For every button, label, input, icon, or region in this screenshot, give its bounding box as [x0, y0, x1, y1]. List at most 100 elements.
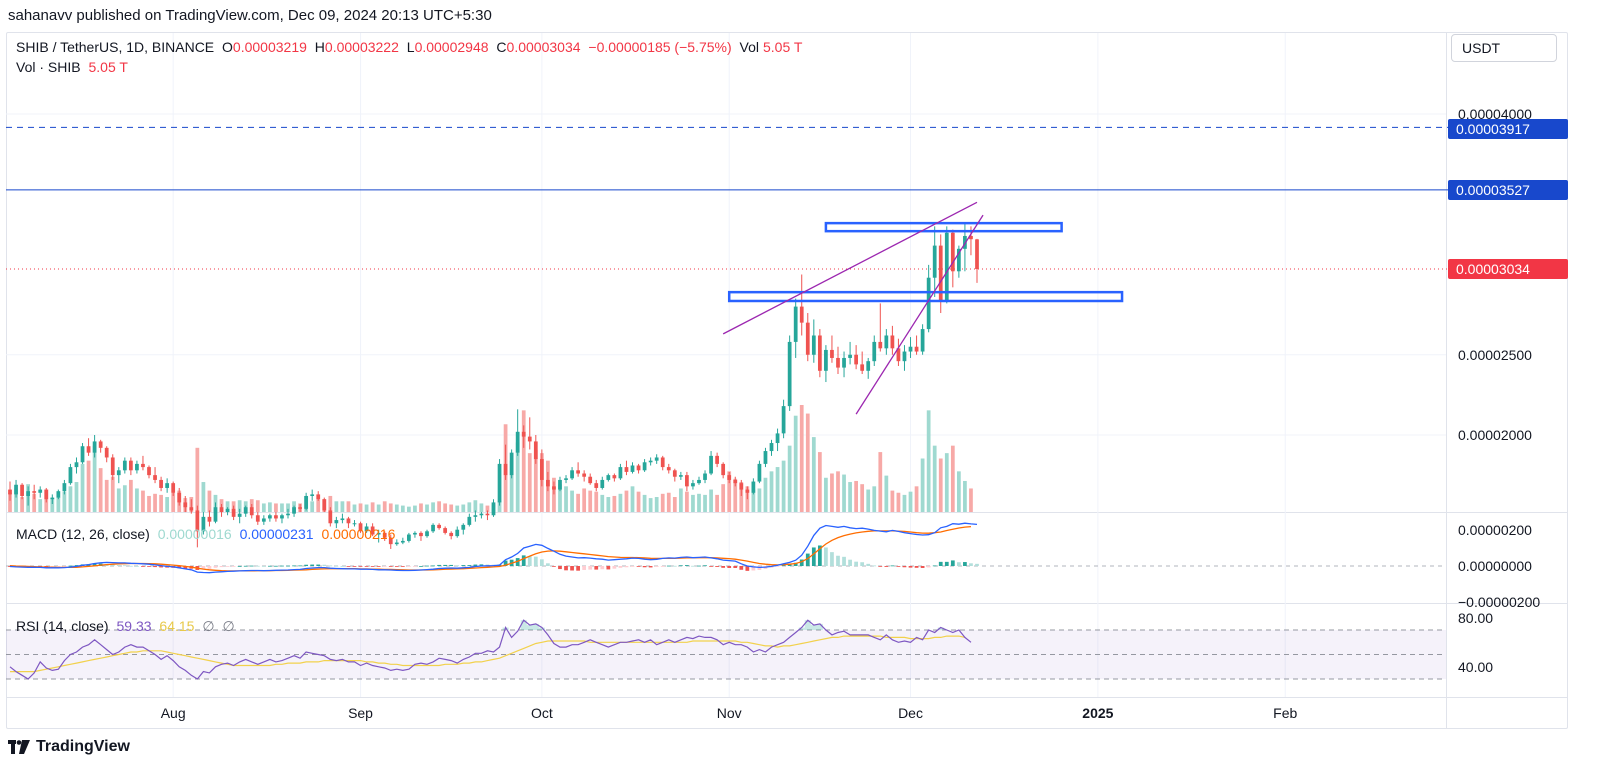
- candle-body: [860, 364, 865, 371]
- volume-bar: [286, 503, 290, 512]
- volume-bar: [225, 501, 230, 512]
- volume-bar: [902, 494, 907, 512]
- macd-histogram-bar: [207, 566, 212, 569]
- macd-histogram-bar: [153, 566, 157, 568]
- candle-body: [449, 532, 454, 537]
- volume-bar: [636, 491, 641, 512]
- macd-histogram-bar: [721, 566, 726, 568]
- candle-body: [515, 431, 520, 453]
- volume-bar: [932, 445, 937, 512]
- macd-histogram-bar: [394, 566, 399, 567]
- macd-signal-value: 0.00000216: [321, 526, 396, 542]
- volume-bar: [727, 471, 732, 512]
- volume-bar: [691, 494, 695, 512]
- macd-histogram-bar: [672, 565, 677, 567]
- macd-histogram-bar: [213, 566, 218, 568]
- candle-body: [582, 473, 587, 477]
- volume-bar: [920, 458, 925, 512]
- macd-histogram-bar: [237, 566, 242, 567]
- volume-bar: [382, 501, 387, 512]
- volume-bar: [407, 506, 411, 512]
- chart-frame[interactable]: [6, 32, 1568, 729]
- volume-bar: [32, 493, 37, 512]
- volume-bar: [20, 497, 24, 512]
- volume-bar: [413, 505, 417, 512]
- macd-histogram-bar: [370, 566, 375, 567]
- macd-histogram-bar: [854, 561, 858, 566]
- candle-body: [606, 475, 611, 480]
- candle-body: [274, 515, 278, 519]
- candle-body: [715, 455, 719, 464]
- volume-bar: [533, 449, 538, 512]
- candle-body: [564, 478, 568, 480]
- macd-histogram-bar: [781, 565, 786, 566]
- candle-body: [44, 489, 49, 500]
- volume-bar: [672, 497, 677, 512]
- tradingview-logo-icon: [8, 740, 30, 754]
- candle-body: [817, 335, 822, 371]
- candle-body: [878, 341, 883, 349]
- currency-unit-selector[interactable]: USDT: [1451, 34, 1557, 62]
- macd-histogram-bar: [110, 564, 115, 566]
- candle-body: [600, 479, 605, 488]
- candle-body: [660, 457, 665, 468]
- candle-body: [334, 520, 339, 524]
- candle-body: [769, 443, 774, 452]
- candle-body: [685, 475, 689, 487]
- macd-histogram-bar: [799, 559, 804, 566]
- macd-histogram-bar: [201, 566, 206, 570]
- candle-body: [757, 463, 762, 482]
- volume-legend-label[interactable]: Vol · SHIB: [16, 59, 81, 75]
- volume-bar: [606, 497, 611, 512]
- candle-body: [721, 463, 726, 476]
- macd-histogram-bar: [715, 566, 719, 567]
- volume-bar: [685, 491, 689, 512]
- volume-bar: [654, 497, 659, 512]
- tradingview-brand[interactable]: TradingView: [8, 738, 130, 756]
- macd-histogram-bar: [938, 561, 943, 566]
- macd-histogram-bar: [697, 565, 701, 567]
- volume-bar: [769, 471, 774, 512]
- candle-body: [503, 463, 508, 476]
- resistance-zone-box: [824, 221, 1063, 233]
- candle-body: [509, 452, 514, 476]
- volume-bar: [709, 489, 713, 512]
- macd-histogram-bar: [268, 565, 272, 567]
- rsi-legend-label[interactable]: RSI (14, close): [16, 618, 109, 634]
- volume-bar: [739, 482, 744, 512]
- candle-body: [811, 335, 816, 355]
- candle-body: [908, 346, 913, 352]
- rsi-overbought-fill: [804, 620, 811, 630]
- macd-legend-label[interactable]: MACD (12, 26, close): [16, 526, 150, 542]
- candle-body: [672, 470, 677, 477]
- vol-label: Vol: [739, 39, 759, 55]
- macd-histogram-bar: [328, 565, 333, 567]
- price-tag-last-price: 0.00003034: [1448, 259, 1568, 279]
- volume-bar: [588, 490, 593, 512]
- macd-histogram-bar: [884, 566, 889, 567]
- symbol-title[interactable]: SHIB / TetherUS, 1D, BINANCE: [16, 39, 215, 55]
- time-axis-tick: 2025: [1082, 705, 1113, 721]
- price-tag-last-value: 0.00003034: [1456, 261, 1530, 277]
- volume-bar: [527, 453, 532, 512]
- macd-histogram-bar: [334, 565, 339, 567]
- candle-body: [533, 441, 538, 460]
- macd-histogram-bar: [358, 566, 363, 567]
- volume-bar: [576, 493, 580, 512]
- macd-histogram-bar: [666, 565, 671, 567]
- macd-histogram-bar: [129, 565, 133, 567]
- volume-bar: [872, 486, 877, 512]
- time-axis-tick: Feb: [1273, 705, 1297, 721]
- macd-histogram-bar: [400, 566, 405, 567]
- macd-histogram-bar: [660, 566, 665, 567]
- volume-bar: [400, 505, 405, 512]
- macd-histogram-bar: [50, 566, 55, 567]
- volume-bar: [733, 478, 738, 512]
- volume-bar: [261, 503, 266, 512]
- macd-histogram-bar: [787, 564, 792, 566]
- macd-histogram-bar: [630, 566, 635, 567]
- volume-bar: [485, 505, 490, 512]
- volume-bar: [159, 494, 163, 512]
- volume-bar: [443, 503, 448, 512]
